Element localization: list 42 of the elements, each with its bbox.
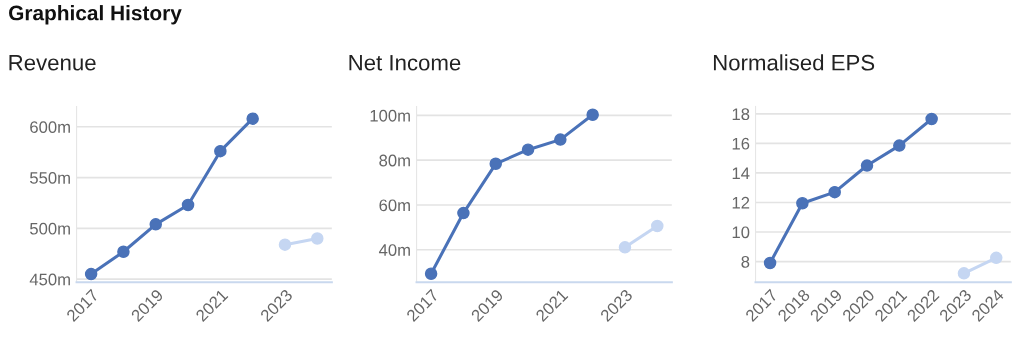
y-tick-label: 14	[732, 167, 750, 179]
chart-title: Normalised EPS	[713, 54, 875, 71]
point	[84, 267, 98, 281]
point	[586, 108, 599, 122]
point	[246, 112, 259, 125]
point	[554, 133, 567, 146]
point	[181, 198, 195, 212]
point	[424, 267, 438, 280]
y-tick-label: 16	[732, 137, 750, 150]
point	[989, 251, 1003, 265]
point	[618, 241, 632, 254]
y-tick-label: 600m	[30, 121, 70, 133]
point	[521, 143, 535, 156]
point	[311, 232, 324, 245]
point	[957, 267, 971, 280]
point	[860, 159, 874, 172]
chart-title: Revenue	[9, 55, 96, 71]
point	[828, 185, 841, 199]
y-tick-label: 8	[741, 255, 750, 268]
point	[925, 112, 938, 126]
y-tick-label: 12	[732, 196, 750, 209]
point	[278, 238, 292, 251]
y-tick-label: 60m	[379, 199, 410, 212]
y-tick-label: 10	[732, 226, 750, 239]
text: Graphical History	[9, 5, 182, 25]
y-tick-label: 40m	[378, 244, 410, 256]
y-tick-label: 100m	[370, 109, 410, 122]
point	[149, 218, 162, 231]
y-tick-label: 550m	[30, 171, 70, 184]
point	[489, 157, 502, 171]
point	[457, 206, 470, 220]
point	[763, 256, 777, 270]
y-tick-label: 500m	[30, 222, 70, 235]
point	[117, 245, 130, 259]
point	[651, 219, 664, 233]
point	[796, 196, 809, 210]
y-tick-label: 80m	[379, 154, 410, 167]
y-tick-label: 18	[732, 108, 750, 121]
point	[893, 139, 906, 152]
y-tick-label: 450m	[29, 273, 70, 286]
point	[214, 144, 227, 158]
chart-title: Net Income	[349, 55, 461, 71]
